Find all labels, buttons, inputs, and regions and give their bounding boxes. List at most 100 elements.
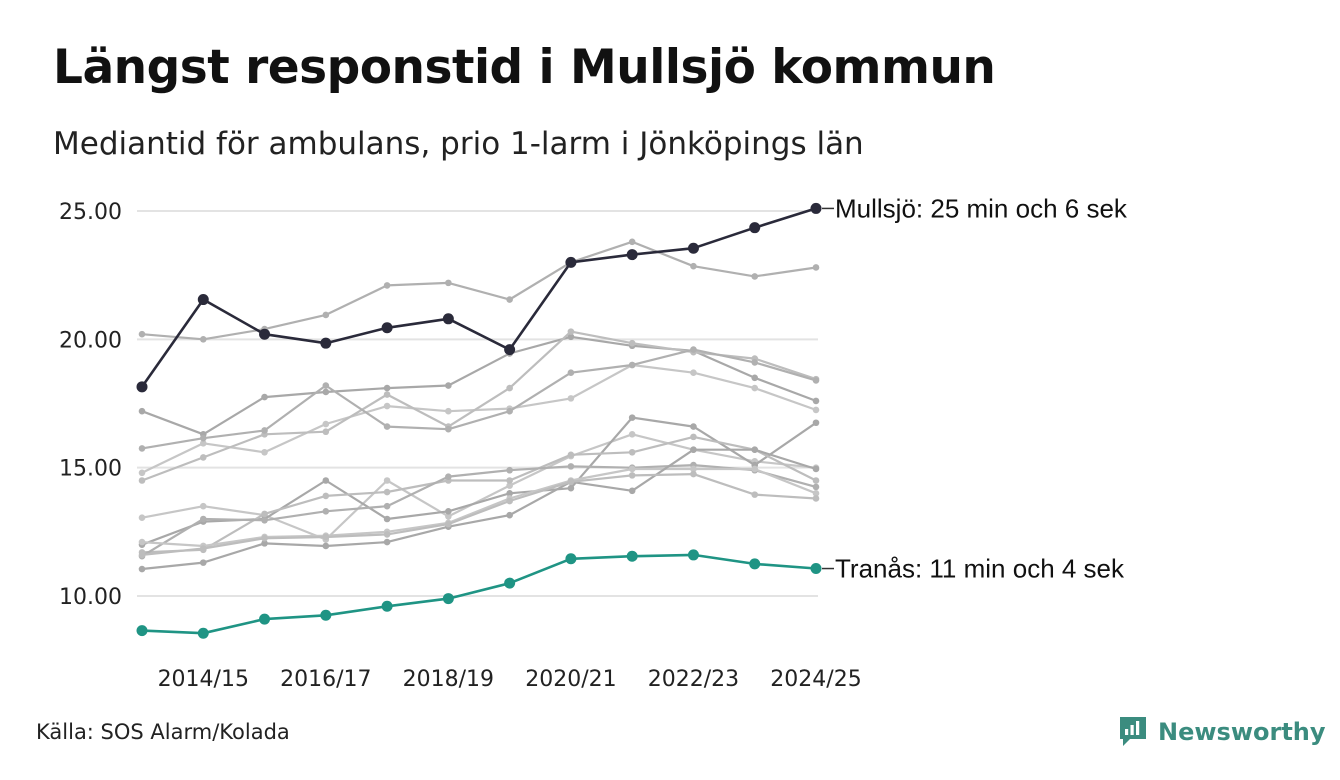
data-point [506, 477, 513, 484]
data-point [628, 414, 636, 421]
data-point [690, 423, 697, 430]
data-point [506, 407, 513, 415]
data-point [381, 600, 393, 612]
data-point [261, 427, 268, 434]
y-tick-label: 20.00 [59, 328, 122, 353]
data-point [749, 222, 761, 234]
data-point [197, 294, 209, 306]
data-point [261, 448, 268, 456]
data-point [567, 395, 575, 402]
annotation-mullsjo: Mullsjö: 25 min och 6 sek [835, 193, 1128, 223]
data-point [383, 531, 391, 538]
highlighted-series [136, 202, 822, 639]
series-kommun-e [138, 346, 820, 452]
data-point [812, 465, 820, 473]
data-point [138, 477, 146, 484]
data-point [751, 374, 759, 382]
series-kommun-h [138, 433, 820, 556]
data-point [199, 336, 207, 343]
data-point [322, 428, 330, 436]
data-point [567, 369, 575, 377]
series-line [141, 335, 817, 436]
data-point [567, 451, 575, 459]
data-point [567, 484, 575, 492]
data-point [812, 406, 820, 414]
data-point [199, 545, 207, 552]
data-point [751, 384, 759, 392]
data-point [136, 381, 148, 393]
data-point [567, 328, 575, 335]
data-point [812, 477, 820, 484]
data-point [138, 469, 146, 477]
data-point [322, 492, 330, 500]
data-point [199, 439, 207, 447]
data-point [628, 361, 636, 369]
x-tick-label: 2022/23 [648, 667, 739, 692]
chart-subtitle: Mediantid för ambulans, prio 1-larm i Jö… [53, 126, 864, 162]
series-line [140, 207, 817, 388]
data-point [320, 609, 332, 621]
data-point [628, 472, 636, 479]
data-point [383, 538, 391, 546]
data-point [445, 473, 452, 480]
data-point [445, 407, 452, 415]
series-kommun-k [138, 446, 820, 573]
data-point [506, 384, 513, 392]
data-point [445, 382, 452, 389]
series-annotations: Mullsjö: 25 min och 6 sek Tranås: 11 min … [822, 193, 1128, 584]
data-point [383, 515, 391, 523]
data-point [383, 488, 391, 496]
data-point [261, 393, 268, 401]
brand-logo: Newsworthy [1118, 714, 1326, 750]
series-kommun-j [138, 465, 820, 550]
x-tick-label: 2014/15 [158, 667, 249, 692]
data-point [504, 577, 516, 589]
series-line [141, 473, 817, 556]
x-tick-label: 2018/19 [403, 667, 494, 692]
data-point [383, 391, 391, 398]
data-point [565, 256, 577, 268]
data-point [626, 249, 638, 261]
data-point [506, 497, 513, 505]
data-point [138, 538, 146, 546]
data-point [445, 279, 452, 287]
data-point [383, 384, 391, 392]
data-point [445, 513, 452, 520]
series-line [141, 330, 817, 482]
data-point [445, 425, 452, 433]
data-point [812, 377, 820, 384]
data-point [322, 311, 330, 319]
data-point [565, 553, 577, 565]
series-kommun-c [138, 333, 820, 438]
data-point [749, 558, 761, 570]
data-point [687, 549, 699, 561]
series-line [141, 553, 817, 635]
data-point [138, 407, 146, 415]
data-point [322, 477, 330, 484]
series-line [141, 240, 817, 341]
data-point [687, 242, 699, 254]
data-point [320, 337, 332, 349]
data-point [751, 465, 759, 473]
brand-name: Newsworthy [1158, 718, 1326, 746]
data-point [812, 495, 820, 502]
y-tick-label: 15.00 [59, 457, 122, 482]
data-point [810, 563, 822, 575]
data-point [442, 593, 454, 605]
data-point [322, 382, 330, 389]
data-point [322, 508, 330, 515]
series-kommun-d [138, 328, 820, 484]
data-point [199, 502, 207, 510]
data-point [199, 515, 207, 523]
background-series [138, 238, 820, 573]
data-point [259, 328, 271, 340]
data-point [383, 282, 391, 289]
data-point [136, 625, 148, 637]
data-point [628, 465, 636, 473]
line-chart: 10.00 15.00 20.00 25.00 2014/15 2016/17 2018/… [59, 193, 1128, 692]
series-kommun-a [138, 238, 820, 343]
series-mullsjo [136, 202, 822, 393]
data-point [506, 296, 513, 303]
data-point [383, 502, 391, 510]
data-point [812, 419, 820, 427]
